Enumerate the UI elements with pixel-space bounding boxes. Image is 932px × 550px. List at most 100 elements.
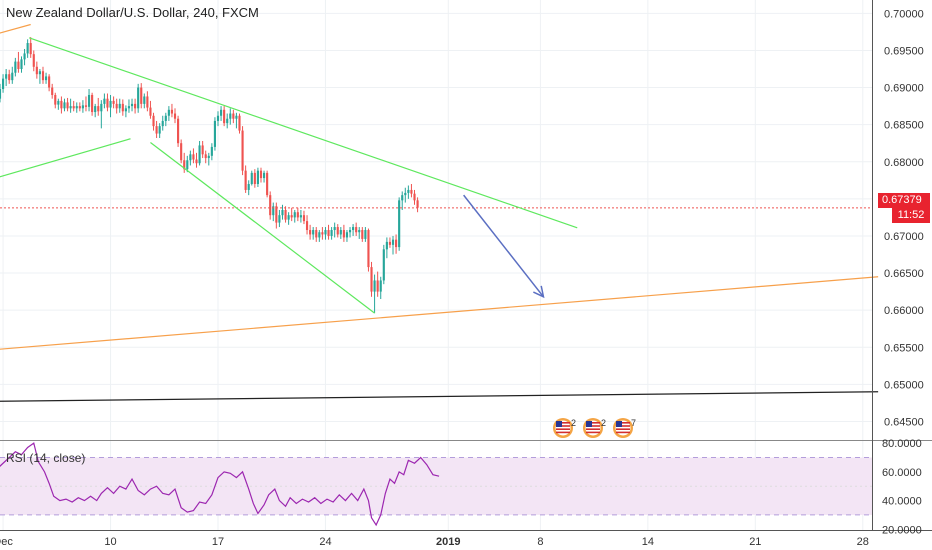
candle-bear (60, 100, 63, 109)
candle-bear (266, 172, 269, 196)
x-tick-label: 21 (749, 536, 761, 548)
candles (0, 37, 419, 314)
candle-bull (1, 78, 5, 90)
candle-bear (112, 100, 115, 104)
flag-stripe (586, 431, 600, 434)
candle-bull (38, 71, 41, 75)
candle-bear (29, 43, 32, 55)
trendline (150, 141, 375, 314)
flag-canton (586, 421, 592, 427)
candle-bear (259, 170, 263, 179)
candle-bear (177, 118, 180, 144)
grid-lines (0, 0, 872, 530)
rsi-tick-label: 20.0000 (882, 524, 922, 536)
candle-bear (413, 193, 416, 201)
y-tick-label: 0.65500 (884, 342, 924, 354)
rsi-band (0, 457, 872, 516)
candle-bear (302, 215, 306, 222)
candle-bear (78, 106, 81, 109)
candle-bull (278, 215, 281, 223)
candle-bull (23, 53, 26, 60)
candle-bear (342, 230, 345, 238)
candle-bull (401, 195, 404, 201)
trendline (0, 138, 131, 178)
event-count: 7 (631, 418, 636, 428)
candle-bull (293, 212, 296, 218)
candle-bull (407, 189, 410, 193)
candle-bear (97, 106, 100, 112)
candle-bull (158, 126, 161, 134)
candle-bull (57, 100, 60, 105)
candle-bear (223, 109, 226, 124)
candle-bull (164, 115, 167, 121)
candle-bull (229, 113, 232, 119)
candle-bear (284, 209, 287, 220)
candle-bull (213, 120, 217, 147)
candle-bull (391, 239, 395, 245)
us-flag-icon[interactable]: 2 (553, 418, 576, 438)
y-tick-label: 0.65000 (884, 379, 924, 391)
candle-bear (173, 113, 177, 119)
candle-bull (44, 76, 48, 81)
candle-bull (352, 227, 355, 231)
candle-bull (69, 106, 72, 109)
rsi-label: RSI (14, close) (6, 451, 86, 465)
candle-bear (35, 66, 38, 75)
y-tick-label: 0.68000 (884, 157, 924, 169)
candle-bull (339, 230, 342, 235)
x-tick-label: 8 (537, 536, 543, 548)
candle-bear (327, 230, 330, 236)
x-tick-label: 24 (319, 536, 331, 548)
chart-title: New Zealand Dollar/U.S. Dollar, 240, FXC… (6, 5, 259, 20)
candle-bull (5, 74, 8, 79)
candle-bear (91, 94, 94, 113)
candle-bull (247, 184, 250, 190)
candle-bull (235, 115, 238, 119)
y-tick-label: 0.68500 (884, 120, 924, 132)
candle-bull (299, 215, 302, 218)
candle-bull (11, 72, 14, 81)
candle-bear (48, 76, 51, 88)
candle-bull (358, 230, 361, 233)
y-tick-label: 0.70000 (884, 8, 924, 20)
us-flag-icon[interactable]: 2 (583, 418, 606, 438)
x-tick-label: 14 (642, 536, 654, 548)
candle-bear (361, 230, 364, 239)
flag-stripe (586, 425, 600, 427)
candle-bear (395, 239, 398, 248)
rsi-line (0, 442, 440, 527)
y-tick-label: 0.69500 (884, 45, 924, 57)
candle-bear (309, 230, 312, 235)
candle-bear (140, 87, 143, 104)
flag-stripe (556, 425, 570, 427)
candle-bear (370, 267, 373, 292)
flag-stripe (616, 425, 630, 427)
us-flag-icon[interactable]: 7 (613, 418, 636, 438)
candle-bull (398, 200, 401, 248)
projection-arrow-head (533, 285, 545, 299)
candle-bull (103, 98, 106, 104)
x-tick-label: 10 (104, 536, 116, 548)
candle-bear (238, 115, 241, 131)
candle-bull (87, 94, 91, 107)
y-tick-label: 0.64500 (884, 416, 924, 428)
flag-stripe (616, 431, 630, 434)
candle-bull (161, 120, 164, 127)
candle-bull (137, 87, 140, 109)
flag-canton (616, 421, 622, 427)
candle-bull (109, 100, 112, 108)
candle-bull (272, 206, 275, 216)
candle-bear (195, 159, 198, 164)
candle-bull (216, 115, 220, 121)
candle-bear (410, 189, 413, 194)
candle-bear (146, 96, 149, 108)
event-markers[interactable]: 2 2 7 (553, 418, 636, 438)
candle-bull (127, 106, 131, 109)
flag-stripe (556, 428, 570, 430)
candle-bear (416, 200, 419, 208)
candle-bear (305, 221, 309, 231)
candle-bear (275, 206, 278, 223)
candle-bull (385, 241, 388, 250)
candle-bull (287, 215, 290, 220)
